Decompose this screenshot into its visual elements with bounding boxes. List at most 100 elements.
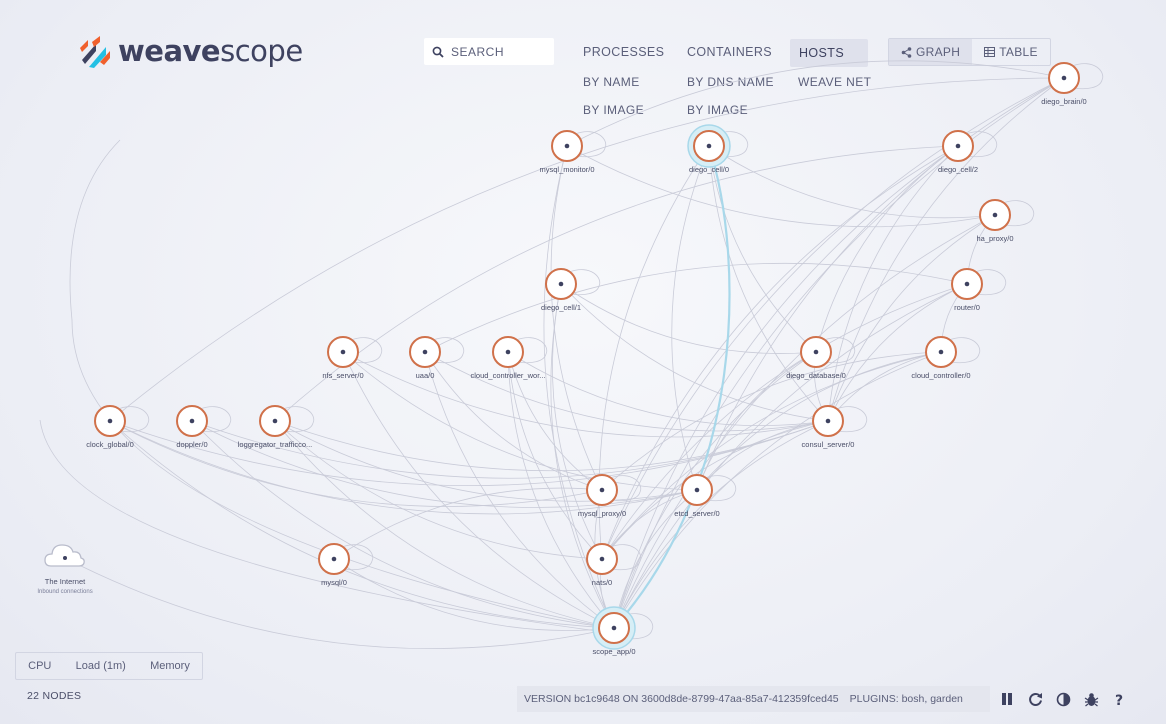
edge-doppler-scope_app — [191, 420, 615, 629]
metric-load[interactable]: Load (1m) — [75, 660, 126, 672]
bug-icon — [1084, 692, 1098, 706]
contrast-button[interactable] — [1049, 690, 1077, 708]
node-label: nfs_server/0 — [322, 371, 363, 380]
node-dot — [107, 418, 113, 424]
node-label: etcd_server/0 — [674, 509, 719, 518]
node-label: router/0 — [954, 303, 980, 312]
edge-cc_worker-consul_server — [507, 351, 829, 427]
node-label: ha_proxy/0 — [976, 234, 1013, 243]
debug-button[interactable] — [1077, 690, 1105, 708]
self-loop — [716, 131, 749, 158]
edge-diego_brain-mysql_monitor — [566, 60, 1065, 147]
node-label: diego_brain/0 — [1041, 97, 1086, 106]
edge-clock_global-scope_app — [109, 420, 615, 629]
node-dot — [813, 349, 819, 355]
topology-containers[interactable]: CONTAINERS — [687, 45, 773, 59]
node-diego-cell1[interactable]: diego_cell/1 — [541, 268, 601, 312]
topology-processes-by-image[interactable]: BY IMAGE — [583, 103, 644, 117]
self-loop — [835, 406, 868, 433]
self-loop — [1071, 63, 1104, 90]
help-icon: ? — [1115, 693, 1123, 707]
edge-loggregator-nats — [274, 420, 603, 560]
table-view-button[interactable]: TABLE — [972, 39, 1050, 65]
edge-loggregator-scope_app — [274, 420, 615, 629]
topology-containers-by-image[interactable]: BY IMAGE — [687, 103, 748, 117]
node-clock-global[interactable]: clock_global/0 — [86, 405, 150, 449]
node-diego-cell2[interactable]: diego_cell/2 — [938, 130, 998, 174]
node-dot — [331, 556, 337, 562]
self-loop — [609, 544, 642, 571]
node-router[interactable]: router/0 — [951, 268, 1007, 312]
node-cloud-controller[interactable]: cloud_controller/0 — [911, 336, 981, 380]
node-scope-app[interactable]: scope_app/0 — [592, 606, 654, 656]
edge-diego_brain-clock_global — [109, 77, 1065, 422]
edge-diego_cell1-scope_app — [550, 283, 615, 629]
edge-route-left-1 — [69, 139, 611, 629]
node-dot — [272, 418, 278, 424]
topology-processes[interactable]: PROCESSES — [583, 45, 665, 59]
self-loop — [974, 269, 1007, 296]
topology-weave-net[interactable]: WEAVE NET — [798, 75, 872, 89]
edge-route-left-2 — [39, 419, 606, 633]
topology-containers-by-dns-name[interactable]: BY DNS NAME — [687, 75, 774, 89]
refresh-button[interactable] — [1021, 690, 1049, 708]
node-dot — [992, 212, 998, 218]
cloud-icon — [44, 544, 85, 567]
internet-node-dot — [63, 556, 67, 560]
metric-cpu[interactable]: CPU — [28, 660, 52, 672]
footer-actions: ? — [993, 690, 1133, 708]
node-mysql[interactable]: mysql/0 — [318, 543, 374, 587]
node-ha-proxy[interactable]: ha_proxy/0 — [976, 199, 1035, 243]
node-mysql-monitor[interactable]: mysql_monitor/0 — [539, 130, 607, 174]
node-nats[interactable]: nats/0 — [586, 543, 642, 587]
internet-node[interactable]: The Internet Inbound connections — [37, 544, 93, 595]
topology-processes-by-name[interactable]: BY NAME — [583, 75, 640, 89]
node-label: cloud_controller_wor... — [470, 371, 545, 380]
node-doppler[interactable]: doppler/0 — [176, 405, 232, 449]
edge-cc_worker-scope_app — [507, 351, 615, 629]
node-label: diego_cell/1 — [541, 303, 581, 312]
node-dot — [694, 487, 700, 493]
node-uaa[interactable]: uaa/0 — [409, 336, 465, 380]
edge-diego_cell2-scope_app — [613, 145, 959, 629]
edge-diego_cell0-diego_database — [708, 145, 817, 353]
metric-memory[interactable]: Memory — [150, 660, 190, 672]
edge-ha_proxy-consul_server — [827, 214, 996, 422]
node-dot — [558, 281, 564, 287]
edge-diego_cell2-diego_database — [815, 145, 959, 353]
internet-node-sublabel: Inbound connections — [37, 589, 92, 595]
plugins-info: PLUGINS: bosh, garden — [849, 693, 963, 705]
node-dot — [611, 625, 617, 631]
node-dot — [189, 418, 195, 424]
search-input[interactable] — [449, 43, 548, 60]
node-loggregator[interactable]: loggregator_trafficco... — [238, 405, 315, 449]
edge-doppler-consul_server — [191, 420, 829, 479]
node-label: clock_global/0 — [86, 440, 134, 449]
node-diego-cell0[interactable]: diego_cell/0 — [687, 124, 749, 174]
edge-diego_brain-consul_server — [827, 77, 1065, 422]
self-loop — [199, 406, 232, 433]
self-loop — [117, 406, 150, 433]
node-diego-brain[interactable]: diego_brain/0 — [1041, 62, 1104, 106]
edge-diego_cell2-consul_server — [827, 145, 959, 422]
self-loop — [341, 544, 374, 571]
node-nfs-server[interactable]: nfs_server/0 — [322, 336, 383, 380]
node-consul-server[interactable]: consul_server/0 — [802, 405, 868, 449]
self-loop — [948, 337, 981, 364]
help-button[interactable]: ? — [1105, 690, 1133, 708]
edge-doppler-etcd_server — [191, 420, 698, 508]
node-cc-worker[interactable]: cloud_controller_wor... — [470, 336, 548, 380]
edge-cloud_controller-etcd_server — [696, 351, 942, 491]
node-mysql-proxy[interactable]: mysql_proxy/0 — [578, 474, 642, 518]
pause-icon — [1002, 693, 1012, 705]
edge-diego_brain-scope_app — [613, 77, 1065, 629]
edge-router-nats — [601, 283, 968, 560]
node-dot — [706, 143, 712, 149]
node-diego-database[interactable]: diego_database/0 — [786, 336, 856, 380]
pause-button[interactable] — [993, 690, 1021, 708]
search-box[interactable] — [424, 38, 554, 65]
edge-cc_worker-nats — [507, 351, 603, 560]
node-dot — [505, 349, 511, 355]
node-etcd-server[interactable]: etcd_server/0 — [674, 474, 737, 518]
self-loop — [350, 337, 383, 364]
